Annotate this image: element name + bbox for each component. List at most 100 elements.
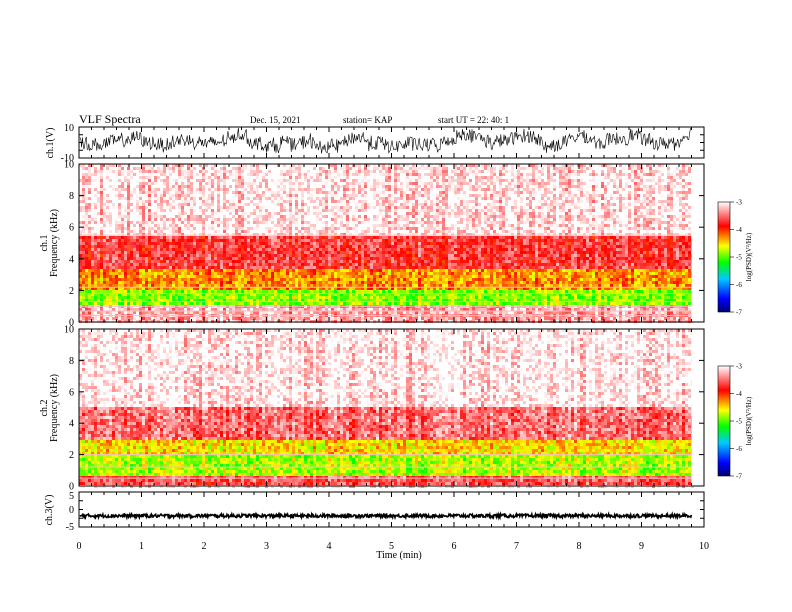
ch1-spectrogram-cell bbox=[112, 230, 115, 233]
ch1-spectrogram-cell bbox=[328, 239, 331, 242]
ch1-spectrogram-cell bbox=[148, 284, 151, 287]
ch1-spectrogram-cell bbox=[325, 242, 328, 245]
ch1-spectrogram-cell bbox=[298, 182, 301, 185]
ch1-spectrogram-cell bbox=[196, 242, 199, 245]
ch1-spectrogram-cell bbox=[346, 200, 349, 203]
ch1-spectrogram-cell bbox=[289, 260, 292, 263]
ch1-spectrogram-cell bbox=[235, 260, 238, 263]
ch1-spectrogram-cell bbox=[271, 206, 274, 209]
ch1-spectrogram-cell bbox=[289, 191, 292, 194]
ch1-spectrogram-cell bbox=[331, 254, 334, 257]
ch1-spectrogram-cell bbox=[136, 167, 139, 170]
ch1-spectrogram-cell bbox=[148, 209, 151, 212]
ch1-spectrogram-cell bbox=[139, 311, 142, 314]
ch1-spectrogram-cell bbox=[169, 254, 172, 257]
ch1-spectrogram-cell bbox=[226, 269, 229, 272]
ch1-spectrogram-cell bbox=[178, 281, 181, 284]
ch1-spectrogram-cell bbox=[325, 200, 328, 203]
ch1-spectrogram-cell bbox=[274, 242, 277, 245]
ch1-spectrogram-cell bbox=[325, 245, 328, 248]
ch1-spectrogram-cell bbox=[106, 284, 109, 287]
ch1-spectrogram-cell bbox=[226, 227, 229, 230]
ch1-spectrogram-cell bbox=[298, 284, 301, 287]
ch1-spectrogram-cell bbox=[91, 275, 94, 278]
ch1-spectrogram-cell bbox=[217, 257, 220, 260]
ch1-spectrogram-cell bbox=[148, 176, 151, 179]
ch1-spectrogram-cell bbox=[286, 236, 289, 239]
ch1-spectrogram-cell bbox=[136, 218, 139, 221]
ch1-spectrogram-cell bbox=[109, 317, 112, 320]
ch1-spectrogram-cell bbox=[193, 188, 196, 191]
ch1-spectrogram-cell bbox=[109, 242, 112, 245]
ch1-spectrogram-cell bbox=[181, 251, 184, 254]
ch1-spectrogram-cell bbox=[118, 197, 121, 200]
ch1-spectrogram-cell bbox=[160, 236, 163, 239]
ch1-spectrogram-cell bbox=[268, 230, 271, 233]
ch1-spectrogram-cell bbox=[337, 167, 340, 170]
ch1-spectrogram-cell bbox=[286, 254, 289, 257]
ch1-spectrogram-cell bbox=[154, 263, 157, 266]
ch1-spectrogram-cell bbox=[295, 167, 298, 170]
ch1-spectrogram-cell bbox=[130, 179, 133, 182]
ch1-spectrogram-cell bbox=[319, 266, 322, 269]
ch1-spectrogram-cell bbox=[253, 248, 256, 251]
ch1-spectrogram-cell bbox=[208, 281, 211, 284]
ch1-spectrogram-cell bbox=[145, 179, 148, 182]
ch1-spectrogram-cell bbox=[241, 254, 244, 257]
ch1-spectrogram-cell bbox=[271, 215, 274, 218]
ch1-spectrogram-cell bbox=[352, 272, 355, 275]
ch1-spectrogram-cell bbox=[124, 239, 127, 242]
ch1-spectrogram-cell bbox=[328, 191, 331, 194]
ch1-spectrogram-cell bbox=[148, 188, 151, 191]
ch1-spectrogram-cell bbox=[334, 242, 337, 245]
ch1-spectrogram-cell bbox=[307, 221, 310, 224]
ch1-spectrogram-cell bbox=[298, 227, 301, 230]
ch1-spectrogram-cell bbox=[181, 260, 184, 263]
ch1-spectrogram-cell bbox=[85, 296, 88, 299]
ch1-spectrogram-cell bbox=[256, 197, 259, 200]
ch1-spectrogram-cell bbox=[94, 173, 97, 176]
ch1-spectrogram-cell bbox=[253, 254, 256, 257]
ch1-spectrogram-cell bbox=[283, 296, 286, 299]
ch1-spectrogram-cell bbox=[85, 176, 88, 179]
ch1-spectrogram-cell bbox=[298, 209, 301, 212]
ch1-spectrogram-cell bbox=[226, 275, 229, 278]
ch1-spectrogram-cell bbox=[313, 254, 316, 257]
ch1-spectrogram-cell bbox=[115, 284, 118, 287]
ch1-spectrogram-cell bbox=[352, 251, 355, 254]
ch1-spectrogram-cell bbox=[226, 281, 229, 284]
ch1-spectrogram-cell bbox=[358, 245, 361, 248]
ch1-spectrogram-cell bbox=[94, 239, 97, 242]
ch1-spectrogram-cell bbox=[217, 272, 220, 275]
ch1-spectrogram-cell bbox=[211, 227, 214, 230]
ch1-spectrogram-cell bbox=[283, 236, 286, 239]
ch1-spectrogram-cell bbox=[130, 248, 133, 251]
ch1-spectrogram-cell bbox=[133, 173, 136, 176]
ch1-spectrogram-cell bbox=[193, 197, 196, 200]
ch1-spectrogram-cell bbox=[211, 290, 214, 293]
ch1-spectrogram-cell bbox=[142, 290, 145, 293]
ch1-spectrogram-cell bbox=[127, 278, 130, 281]
ch1-spectrogram-cell bbox=[118, 176, 121, 179]
ch1-spectrogram-cell bbox=[310, 251, 313, 254]
ch1-spectrogram-cell bbox=[88, 260, 91, 263]
ch1-spectrogram-cell bbox=[343, 176, 346, 179]
ch1-spectrogram-cell bbox=[193, 227, 196, 230]
ch1-spectrogram-cell bbox=[259, 251, 262, 254]
ch1-spectrogram-cell bbox=[205, 209, 208, 212]
ch1-spectrogram-cell bbox=[259, 281, 262, 284]
ch1-spectrogram-cell bbox=[343, 296, 346, 299]
ch1-spectrogram-cell bbox=[262, 188, 265, 191]
ch1-spectrogram-cell bbox=[292, 230, 295, 233]
ch1-spectrogram-cell bbox=[133, 254, 136, 257]
ch1-spectrogram-cell bbox=[322, 170, 325, 173]
ch1-spectrogram-cell bbox=[187, 194, 190, 197]
ch1-spectrogram-cell bbox=[316, 296, 319, 299]
ch1-spectrogram-cell bbox=[205, 200, 208, 203]
ch1-spectrogram-cell bbox=[223, 188, 226, 191]
ch1-spectrogram-cell bbox=[193, 290, 196, 293]
ch1-spectrogram-cell bbox=[109, 263, 112, 266]
ch1-spectrogram-cell bbox=[244, 245, 247, 248]
ch1-spectrogram-cell bbox=[175, 302, 178, 305]
ch1-spectrogram-cell bbox=[316, 251, 319, 254]
